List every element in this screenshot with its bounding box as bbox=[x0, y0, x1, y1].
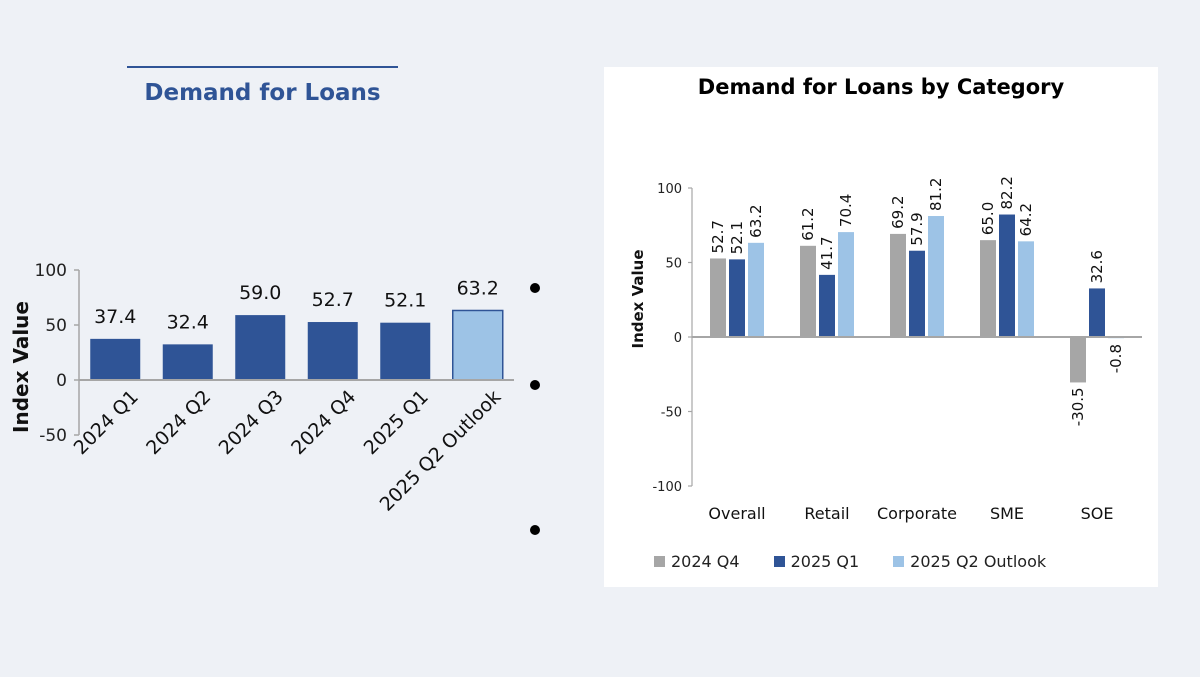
data-label: -30.5 bbox=[1069, 387, 1087, 426]
data-label: 63.2 bbox=[457, 277, 499, 299]
bar bbox=[928, 216, 944, 337]
x-tick-label: Retail bbox=[804, 504, 849, 523]
legend-swatch bbox=[773, 555, 785, 567]
data-label: 69.2 bbox=[889, 195, 907, 228]
data-label: 52.1 bbox=[384, 290, 426, 312]
bar bbox=[748, 242, 764, 337]
data-label: 64.2 bbox=[1017, 203, 1035, 236]
legend-item: 2025 Q2 Outlook bbox=[893, 552, 1046, 571]
y-tick-label: 0 bbox=[56, 371, 67, 391]
data-label: -0.8 bbox=[1107, 344, 1125, 373]
data-label: 81.2 bbox=[927, 178, 945, 211]
y-axis-title: Index Value bbox=[9, 301, 33, 433]
x-tick-label: SOE bbox=[1081, 504, 1114, 523]
demand-chart-svg: 100 50 0 -50 Index Value 37.4 2024 Q1 32.4 2024 … bbox=[9, 261, 514, 516]
data-label: 41.7 bbox=[818, 236, 836, 269]
bar bbox=[162, 344, 213, 380]
y-tick-label: 0 bbox=[674, 331, 682, 346]
bar bbox=[890, 233, 906, 337]
legend-label: 2025 Q1 bbox=[790, 551, 860, 571]
data-label: 82.2 bbox=[998, 176, 1016, 209]
x-tick-label: SME bbox=[990, 504, 1024, 523]
data-label: 52.1 bbox=[728, 221, 746, 254]
bar bbox=[800, 245, 816, 337]
bar bbox=[235, 315, 286, 380]
data-label: 63.2 bbox=[747, 204, 765, 237]
legend-item: 2024 Q4 bbox=[654, 552, 740, 571]
y-tick-label: 100 bbox=[657, 182, 682, 197]
data-label: 61.2 bbox=[799, 207, 817, 240]
legend-item: 2025 Q1 bbox=[773, 551, 860, 571]
y-tick-label: 50 bbox=[665, 257, 682, 272]
y-tick-label: 100 bbox=[35, 261, 67, 281]
bar bbox=[1089, 288, 1105, 337]
bar bbox=[710, 258, 726, 337]
bar bbox=[452, 309, 504, 381]
y-tick-label: -50 bbox=[39, 426, 67, 446]
right-chart-panel: Demand for Loans by Category 100 50 0 -50 -1… bbox=[604, 67, 1158, 587]
y-tick-label: -50 bbox=[661, 406, 682, 421]
bar bbox=[729, 259, 745, 337]
data-label: 37.4 bbox=[94, 306, 136, 328]
bar bbox=[819, 274, 835, 337]
data-label: 52.7 bbox=[312, 289, 354, 311]
chart-title: Demand for Loans by Category bbox=[697, 75, 1065, 99]
left-chart-panel: Demand for Loans 100 50 0 -50 Index Value 37.… bbox=[9, 66, 540, 535]
bullet-marker bbox=[530, 283, 540, 293]
data-label: 32.6 bbox=[1088, 250, 1106, 283]
y-tick-label: 50 bbox=[45, 316, 67, 336]
x-tick-label: 2024 Q3 bbox=[215, 386, 288, 459]
data-label: 59.0 bbox=[239, 282, 281, 304]
x-tick-label: 2024 Q4 bbox=[287, 386, 360, 459]
x-tick-label: Overall bbox=[708, 504, 765, 523]
bar bbox=[307, 322, 358, 380]
data-label: 32.4 bbox=[167, 311, 209, 333]
bar bbox=[909, 250, 925, 337]
bar bbox=[1070, 337, 1086, 383]
x-tick-label: 2025 Q1 bbox=[360, 386, 433, 459]
bar bbox=[999, 214, 1015, 337]
bar bbox=[838, 232, 854, 337]
bar bbox=[1018, 241, 1034, 337]
chart-title: Demand for Loans bbox=[144, 80, 381, 106]
legend-label: 2024 Q4 bbox=[671, 551, 740, 571]
legend-swatch bbox=[893, 555, 905, 567]
bar bbox=[980, 240, 996, 337]
x-tick-label: Corporate bbox=[877, 504, 957, 523]
title-rule bbox=[127, 66, 398, 68]
bar bbox=[90, 338, 141, 380]
x-tick-label: 2024 Q1 bbox=[70, 386, 143, 459]
x-tick-label: 2025 Q2 Outlook bbox=[376, 386, 506, 516]
y-tick-label: -100 bbox=[652, 480, 682, 495]
bullet-marker bbox=[530, 380, 540, 390]
legend-label: 2025 Q2 Outlook bbox=[910, 551, 1047, 571]
x-tick-label: 2024 Q2 bbox=[142, 386, 215, 459]
legend-swatch bbox=[654, 555, 665, 567]
data-label: 65.0 bbox=[979, 202, 997, 235]
data-label: 52.7 bbox=[709, 220, 727, 253]
y-axis-title: Index Value bbox=[629, 250, 647, 349]
category-chart-svg: 100 50 0 -50 -100 Index Value 52.7 52.1 63.2 Over… bbox=[629, 176, 1142, 523]
data-label: 70.4 bbox=[837, 194, 855, 227]
bullet-marker bbox=[530, 525, 540, 535]
bar bbox=[380, 322, 431, 380]
chart-legend: 2024 Q4 2025 Q1 2025 Q2 Outlook bbox=[654, 551, 1080, 571]
data-label: 57.9 bbox=[908, 212, 926, 245]
